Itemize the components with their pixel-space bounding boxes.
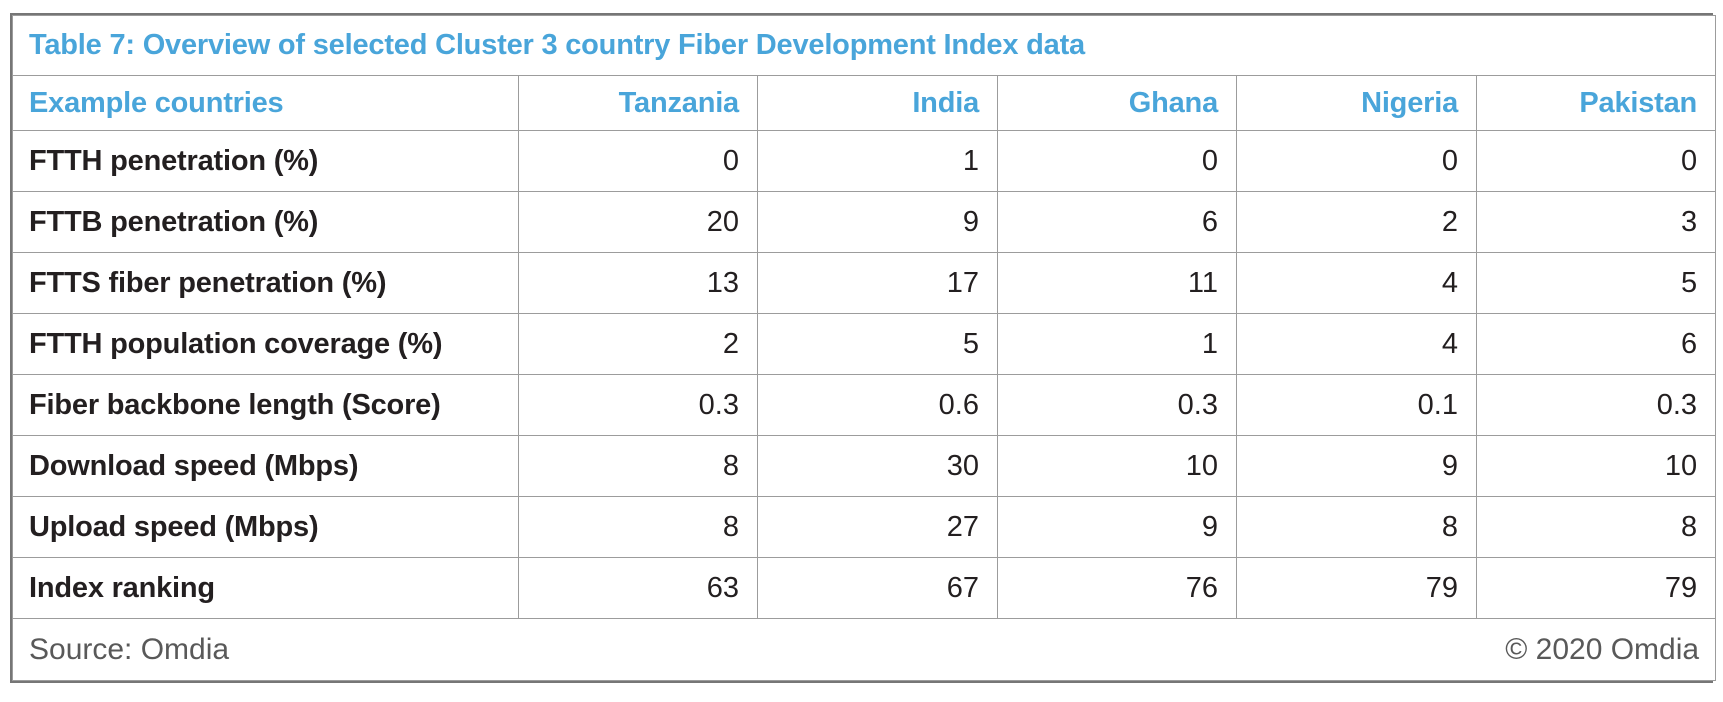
cell-value: 0.6 [757,374,998,436]
row-label: FTTH population coverage (%) [12,313,519,375]
cell-value: 0 [1475,130,1717,192]
row-label: FTTS fiber penetration (%) [12,252,519,314]
row-label: Upload speed (Mbps) [12,496,519,558]
row-label: FTTB penetration (%) [12,191,519,253]
cell-value: 2 [518,313,758,375]
cell-value: 1 [997,313,1237,375]
row-label: Download speed (Mbps) [12,435,519,497]
title-row: Table 7: Overview of selected Cluster 3 … [11,15,1717,76]
cell-value: 0 [518,130,758,192]
cell-value: 0.1 [1236,374,1477,436]
cell-value: 27 [757,496,998,558]
source-label: Source: Omdia [29,632,230,666]
cell-value: 8 [1236,496,1477,558]
cell-value: 0.3 [518,374,758,436]
table-body: FTTH penetration (%) 0 1 0 0 0 FTTB penetratio… [12,130,1717,619]
footer-row: Source: Omdia © 2020 Omdia [11,618,1717,681]
cell-value: 9 [997,496,1237,558]
table-row: Upload speed (Mbps) 8 27 9 8 8 [12,496,1717,558]
cell-value: 2 [1236,191,1477,253]
cell-value: 0.3 [1475,374,1717,436]
cell-value: 3 [1475,191,1717,253]
row-label: Fiber backbone length (Score) [12,374,519,436]
footer-inner: Source: Omdia © 2020 Omdia [29,633,1699,667]
column-header-row: Example countries Tanzania India Ghana Nige… [12,75,1717,131]
header-country-tanzania: Tanzania [518,75,758,131]
table-row: FTTH penetration (%) 0 1 0 0 0 [12,130,1717,192]
table-row: Index ranking 63 67 76 79 79 [12,557,1717,619]
table-row: FTTS fiber penetration (%) 13 17 11 4 5 [12,252,1717,314]
cell-value: 0 [997,130,1237,192]
cell-value: 8 [518,435,758,497]
row-label: Index ranking [12,557,519,619]
cell-value: 20 [518,191,758,253]
table-row: FTTH population coverage (%) 2 5 1 4 6 [12,313,1717,375]
cell-value: 5 [1475,252,1717,314]
cell-value: 5 [757,313,998,375]
cell-value: 79 [1236,557,1477,619]
cell-value: 0 [1236,130,1477,192]
cell-value: 11 [997,252,1237,314]
cell-value: 4 [1236,313,1477,375]
fiber-development-index-table: Table 7: Overview of selected Cluster 3 … [11,15,1717,681]
cell-value: 79 [1475,557,1717,619]
cell-value: 10 [997,435,1237,497]
cell-value: 76 [997,557,1237,619]
cell-value: 67 [757,557,998,619]
header-country-india: India [757,75,998,131]
cell-value: 6 [997,191,1237,253]
header-example-countries: Example countries [12,75,519,131]
cell-value: 8 [518,496,758,558]
table-title: Table 7: Overview of selected Cluster 3 … [11,15,1717,76]
cell-value: 8 [1475,496,1717,558]
table-row: FTTB penetration (%) 20 9 6 2 3 [12,191,1717,253]
cell-value: 9 [757,191,998,253]
header-country-nigeria: Nigeria [1236,75,1477,131]
header-country-ghana: Ghana [997,75,1237,131]
table-row: Download speed (Mbps) 8 30 10 9 10 [12,435,1717,497]
table-7-frame: Table 7: Overview of selected Cluster 3 … [10,13,1717,683]
cell-value: 6 [1475,313,1717,375]
cell-value: 13 [518,252,758,314]
cell-value: 0.3 [997,374,1237,436]
cell-value: 63 [518,557,758,619]
footer-cell: Source: Omdia © 2020 Omdia [11,618,1717,681]
row-label: FTTH penetration (%) [12,130,519,192]
cell-value: 1 [757,130,998,192]
cell-value: 17 [757,252,998,314]
cell-value: 4 [1236,252,1477,314]
cell-value: 30 [757,435,998,497]
cell-value: 10 [1475,435,1717,497]
header-country-pakistan: Pakistan [1475,75,1717,131]
copyright-label: © 2020 Omdia [1505,632,1700,666]
table-row: Fiber backbone length (Score) 0.3 0.6 0.3 0.… [12,374,1717,436]
cell-value: 9 [1236,435,1477,497]
